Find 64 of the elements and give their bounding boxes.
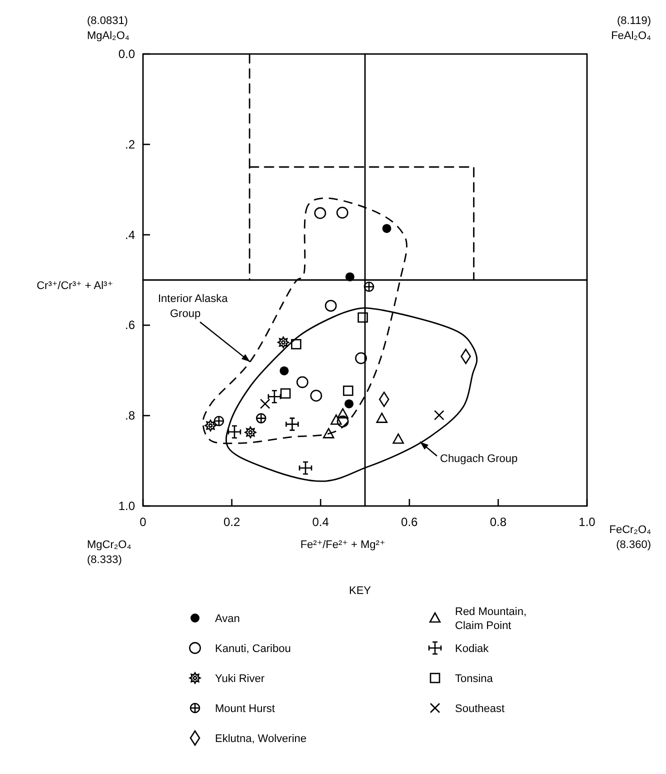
text: (8.119) [616,15,651,27]
legend-label: Kanuti, Caribou [215,643,291,655]
annotation: Interior Alaska Group [158,293,229,320]
point [286,418,299,431]
point [358,312,368,323]
point [355,352,367,364]
point [228,425,242,439]
y-tick-label: .2 [124,137,136,152]
y-axis-title: Cr³⁺/Cr³⁺ + Al³⁺ [36,280,114,292]
text: MgAl₂O₄ [87,30,130,42]
point [280,388,291,399]
point [280,366,289,376]
point [364,282,374,292]
x-tick-label: 0.4 [312,515,330,529]
text: FeCr₂O₄ [609,524,652,536]
text: (8.0831) [87,15,128,27]
legend-title: KEY [348,585,372,597]
point [291,339,302,350]
text: (8.333) [87,554,122,566]
legend-label: Kodiak [455,643,490,655]
point [214,416,224,426]
legend-label: Southeast [455,703,505,715]
point [310,390,322,402]
legend-label: Mount Hurst [215,703,275,715]
x-tick-label: 1.0 [578,515,596,529]
point [336,416,349,428]
text: FeAl₂O₄ [611,30,652,42]
point [256,413,266,424]
legend-label: Yuki River [215,673,265,685]
point [324,300,337,312]
point [342,386,354,396]
point [344,399,354,408]
point [244,426,256,438]
point [336,206,348,219]
point [337,408,348,418]
point [298,461,312,475]
point [314,207,326,220]
legend-label: Tonsina [455,673,494,685]
point [376,412,388,423]
point [277,336,290,348]
x-axis-title: Fe²⁺/Fe²⁺ + Mg²⁺ [300,539,386,551]
text: (8.360) [616,539,651,551]
point [392,433,404,444]
y-tick-label: 1.0 [118,499,136,513]
annotation: Chugach Group [440,453,518,465]
point [322,428,334,438]
point [382,224,392,233]
y-tick-label: .6 [124,318,136,332]
y-tick-label: .8 [124,408,136,423]
point [296,376,308,388]
legend-label: Eklutna, Wolverine [215,733,307,745]
y-tick-label: .4 [124,228,136,242]
point [378,392,390,407]
legend-label: Avan [215,613,240,625]
x-tick-label: 0.2 [223,515,240,529]
x-tick-label: 0.6 [401,515,418,529]
point [434,410,444,420]
legend-label: Red Mountain, Claim Point [455,606,527,632]
x-tick-label: 0.8 [490,515,507,529]
text: MgCr₂O₄ [87,539,132,551]
x-tick-label: 0 [140,515,147,529]
y-tick-label: 0.0 [118,47,136,61]
point [330,414,342,425]
point [204,420,216,432]
